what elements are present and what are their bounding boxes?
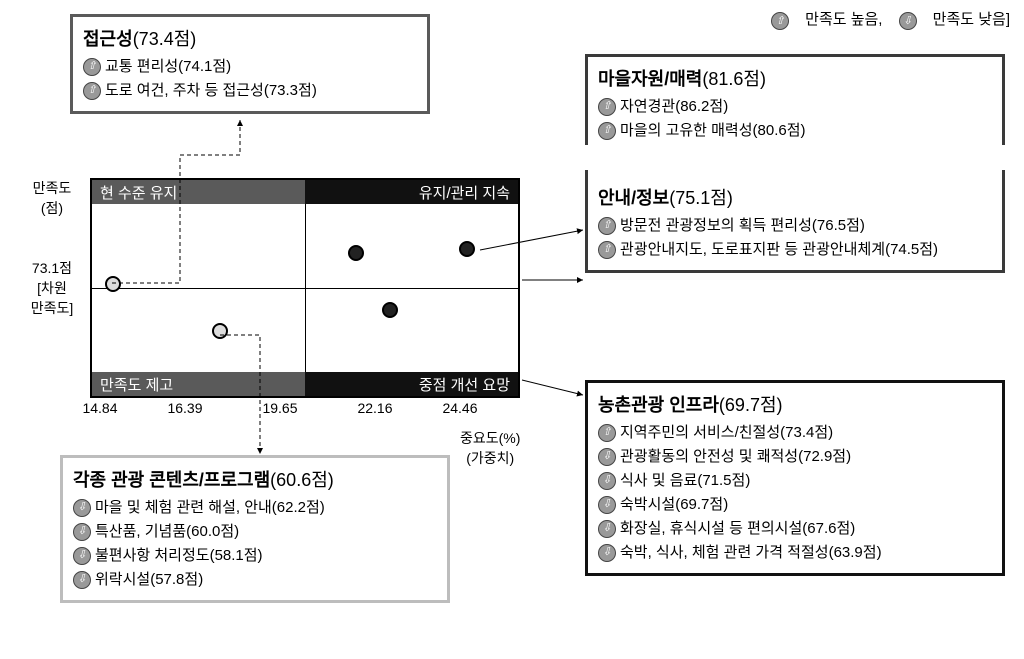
access-item-0: 교통 편리성(74.1점): [105, 55, 231, 79]
box-info: 안내/정보(75.1점) 방문전 관광정보의 획득 편리성(76.5점) 관광안…: [585, 170, 1005, 273]
down-icon: [598, 496, 616, 514]
legend-low: 만족도 낮음]: [933, 11, 1010, 28]
point-infra: [382, 302, 398, 318]
legend-down-icon: [899, 12, 917, 30]
infra-item-2: 식사 및 음료(71.5점): [620, 469, 750, 493]
resource-item-0: 자연경관(86.2점): [620, 95, 728, 119]
info-item-1: 관광안내지도, 도로표지판 등 관광안내체계(74.5점): [620, 238, 938, 262]
down-icon: [73, 571, 91, 589]
legend: 만족도 높음, 만족도 낮음]: [759, 8, 1010, 30]
y-lab-1: 만족도: [33, 180, 72, 196]
x-ticks: 14.84 16.39 19.65 22.16 24.46: [90, 400, 520, 416]
program-item-1: 특산품, 기념품(60.0점): [95, 520, 239, 544]
y-mid-2: [차원: [37, 280, 67, 296]
infra-item-0: 지역주민의 서비스/친절성(73.4점): [620, 421, 833, 445]
quadrant-chart: 현 수준 유지 유지/관리 지속 만족도 제고 중점 개선 요망: [90, 178, 520, 398]
access-score: (73.4점): [133, 29, 197, 49]
legend-up-icon: [771, 12, 789, 30]
quad-tl: 현 수준 유지: [92, 180, 305, 204]
info-score: (75.1점): [669, 188, 733, 208]
down-icon: [598, 520, 616, 538]
quad-br: 중점 개선 요망: [305, 372, 518, 396]
up-icon: [83, 82, 101, 100]
quad-bl: 만족도 제고: [92, 372, 305, 396]
down-icon: [73, 499, 91, 517]
infra-score: (69.7점): [719, 395, 783, 415]
up-icon: [598, 122, 616, 140]
program-item-0: 마을 및 체험 관련 해설, 안내(62.2점): [95, 496, 325, 520]
y-axis-mid: 73.1점 [차원 만족도]: [18, 258, 86, 318]
box-infra: 농촌관광 인프라(69.7점) 지역주민의 서비스/친절성(73.4점) 관광활…: [585, 380, 1005, 576]
down-icon: [73, 547, 91, 565]
box-access: 접근성(73.4점) 교통 편리성(74.1점) 도로 여건, 주차 등 접근성…: [70, 14, 430, 114]
infra-item-3: 숙박시설(69.7점): [620, 493, 728, 517]
down-icon: [73, 523, 91, 541]
point-access: [105, 276, 121, 292]
infra-item-1: 관광활동의 안전성 및 쾌적성(72.9점): [620, 445, 851, 469]
legend-high: 만족도 높음,: [805, 11, 882, 28]
x-lab-2: (가중치): [466, 450, 514, 466]
y-lab-2: (점): [41, 200, 63, 216]
box-resource: 마을자원/매력(81.6점) 자연경관(86.2점) 마을의 고유한 매력성(8…: [585, 54, 1005, 145]
resource-score: (81.6점): [702, 69, 766, 89]
program-item-2: 불편사항 처리정도(58.1점): [95, 544, 263, 568]
xtick-3: 22.16: [350, 400, 400, 416]
up-icon: [598, 424, 616, 442]
up-icon: [598, 98, 616, 116]
info-title: 안내/정보: [598, 188, 669, 208]
program-title: 각종 관광 콘텐츠/프로그램: [73, 470, 270, 490]
y-axis-label: 만족도 (점): [22, 178, 82, 218]
down-icon: [598, 544, 616, 562]
down-icon: [598, 448, 616, 466]
y-mid-3: 만족도]: [31, 300, 74, 316]
infra-item-5: 숙박, 식사, 체험 관련 가격 적절성(63.9점): [620, 541, 882, 565]
point-resource: [459, 241, 475, 257]
point-info: [348, 245, 364, 261]
xtick-2: 19.65: [255, 400, 305, 416]
point-program: [212, 323, 228, 339]
up-icon: [83, 58, 101, 76]
xtick-1: 16.39: [160, 400, 210, 416]
up-icon: [598, 241, 616, 259]
infra-title: 농촌관광 인프라: [598, 395, 719, 415]
x-lab-1: 중요도(%): [460, 430, 520, 446]
up-icon: [598, 217, 616, 235]
down-icon: [598, 472, 616, 490]
resource-item-1: 마을의 고유한 매력성(80.6점): [620, 119, 806, 143]
access-title: 접근성: [83, 29, 133, 49]
quad-tr: 유지/관리 지속: [305, 180, 518, 204]
resource-title: 마을자원/매력: [598, 69, 702, 89]
program-score: (60.6점): [270, 470, 334, 490]
box-program: 각종 관광 콘텐츠/프로그램(60.6점) 마을 및 체험 관련 해설, 안내(…: [60, 455, 450, 603]
x-axis-label: 중요도(%) (가중치): [460, 428, 520, 468]
xtick-4: 24.46: [435, 400, 485, 416]
xtick-0: 14.84: [75, 400, 125, 416]
info-item-0: 방문전 관광정보의 획득 편리성(76.5점): [620, 214, 865, 238]
program-item-3: 위락시설(57.8점): [95, 568, 203, 592]
access-item-1: 도로 여건, 주차 등 접근성(73.3점): [105, 79, 317, 103]
y-mid-1: 73.1점: [32, 260, 72, 276]
infra-item-4: 화장실, 휴식시설 등 편의시설(67.6점): [620, 517, 855, 541]
